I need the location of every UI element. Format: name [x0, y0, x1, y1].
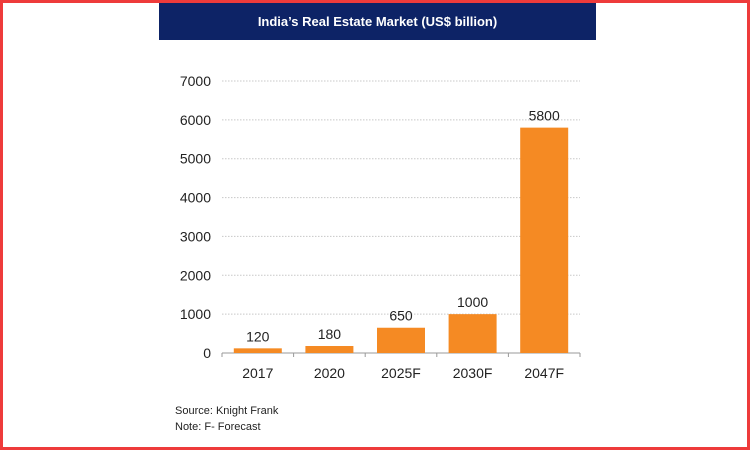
data-label: 180 — [318, 326, 342, 342]
source-note: Source: Knight Frank — [175, 405, 279, 417]
y-tick-label: 4000 — [180, 190, 211, 206]
bar — [233, 348, 282, 353]
x-tick-label: 2030F — [453, 365, 493, 381]
x-tick-label: 2020 — [314, 365, 345, 381]
y-tick-label: 3000 — [180, 228, 211, 244]
x-tick-label: 2047F — [524, 365, 564, 381]
y-tick-label: 1000 — [180, 306, 211, 322]
data-label: 5800 — [529, 108, 560, 124]
bar — [448, 314, 497, 353]
data-label: 650 — [389, 308, 413, 324]
y-tick-label: 0 — [203, 345, 211, 361]
x-tick-label: 2017 — [242, 365, 273, 381]
y-tick-label: 7000 — [180, 73, 211, 89]
data-label: 1000 — [457, 294, 488, 310]
y-tick-label: 2000 — [180, 267, 211, 283]
chart-title: India’s Real Estate Market (US$ billion) — [159, 3, 596, 40]
forecast-note: Note: F- Forecast — [175, 421, 261, 433]
data-label: 120 — [246, 328, 270, 344]
y-tick-label: 6000 — [180, 112, 211, 128]
y-tick-label: 5000 — [180, 151, 211, 167]
x-tick-label: 2025F — [381, 365, 421, 381]
bar — [377, 327, 425, 353]
bar — [520, 127, 569, 353]
bar — [305, 346, 354, 353]
